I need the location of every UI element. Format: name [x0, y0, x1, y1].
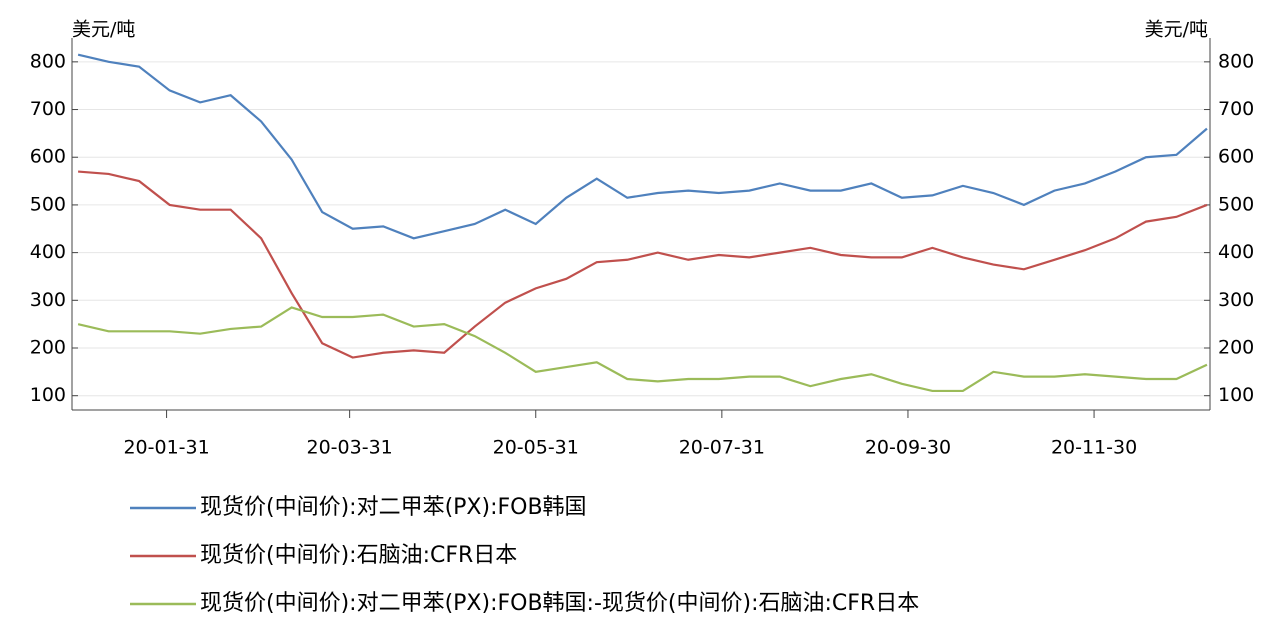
x-tick-label: 20-07-31: [679, 437, 765, 459]
y-tick-label: 800: [30, 50, 66, 72]
y-tick-label: 500: [30, 193, 66, 215]
y-tick-label: 100: [30, 384, 66, 406]
series-line: [77, 53, 1208, 240]
y2-tick-label: 800: [1218, 50, 1254, 72]
x-tick-label: 20-01-31: [123, 437, 209, 459]
legend-label: 现货价(中间价):石脑油:CFR日本: [200, 543, 517, 568]
y2-tick-label: 700: [1218, 98, 1254, 120]
y2-tick-label: 600: [1218, 146, 1254, 168]
y2-tick-label: 200: [1218, 337, 1254, 359]
y-tick-label: 200: [30, 337, 66, 359]
x-tick-label: 20-05-31: [493, 437, 579, 459]
legend-label: 现货价(中间价):对二甲苯(PX):FOB韩国:-现货价(中间价):石脑油:CF…: [200, 591, 919, 616]
y2-tick-label: 100: [1218, 384, 1254, 406]
y-tick-label: 400: [30, 241, 66, 263]
y2-tick-label: 400: [1218, 241, 1254, 263]
y-tick-label: 300: [30, 289, 66, 311]
y2-tick-label: 300: [1218, 289, 1254, 311]
x-tick-label: 20-11-30: [1051, 437, 1137, 459]
y2-tick-label: 500: [1218, 193, 1254, 215]
x-tick-label: 20-09-30: [865, 437, 951, 459]
y-unit-right: 美元/吨: [1145, 19, 1208, 41]
x-tick-label: 20-03-31: [307, 437, 393, 459]
y-tick-label: 700: [30, 98, 66, 120]
series-line: [78, 170, 1208, 359]
y-unit-left: 美元/吨: [72, 19, 135, 41]
legend-label: 现货价(中间价):对二甲苯(PX):FOB韩国: [200, 495, 587, 520]
y-tick-label: 600: [30, 146, 66, 168]
series-line: [77, 306, 1208, 393]
